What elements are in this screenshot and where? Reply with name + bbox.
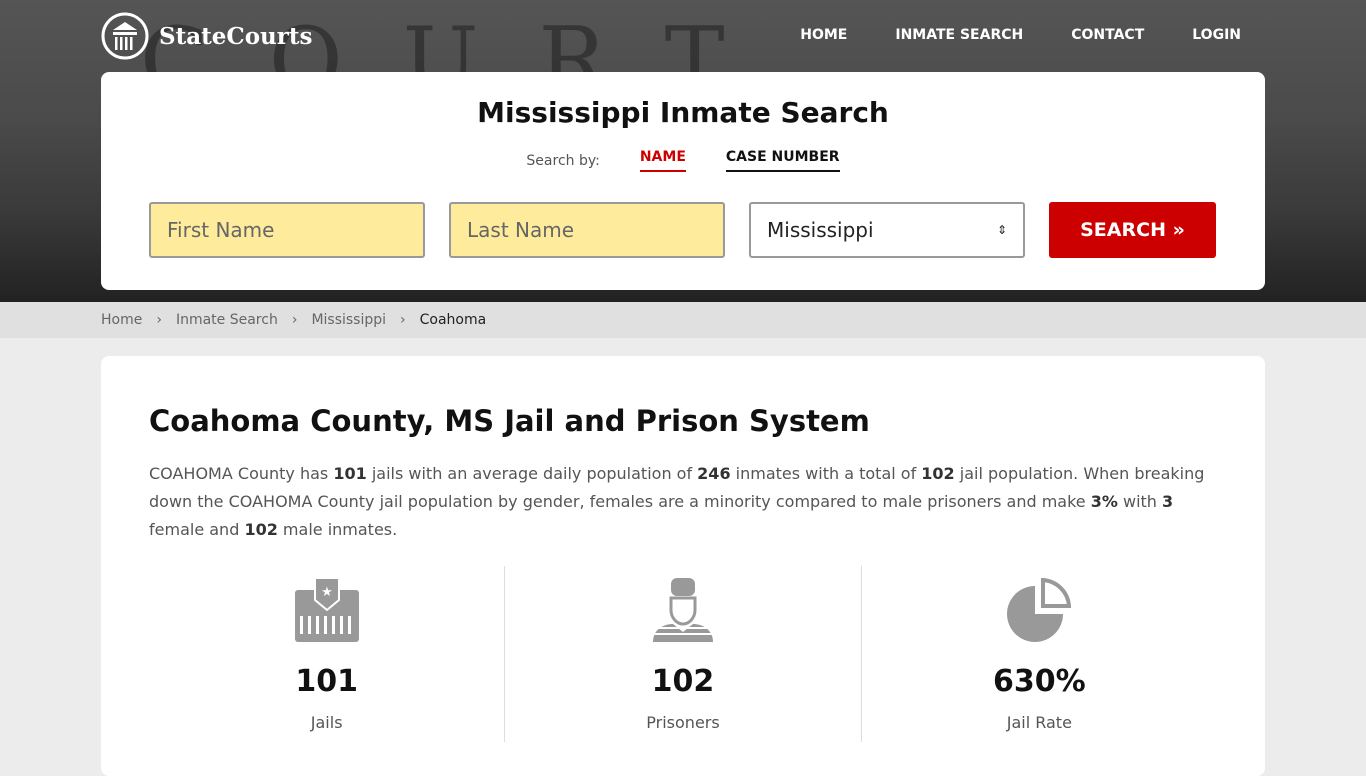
stat-value: 630% [992,664,1086,699]
pie-chart-icon [1007,577,1072,642]
stat-value: 102 [651,664,715,699]
state-value: Mississippi [767,218,874,242]
content-card: Coahoma County, MS Jail and Prison Syste… [101,356,1265,776]
page-title: Coahoma County, MS Jail and Prison Syste… [149,404,870,438]
stat-label: Jail Rate [1006,713,1072,732]
state-select[interactable]: Mississippi ⇕ [749,202,1025,258]
stat-jails: ★ 101 Jails [149,566,504,742]
jail-icon: ★ [294,577,359,642]
summary-paragraph: COAHOMA County has 101 jails with an ave… [149,464,1205,539]
stat-jail-rate: 630% Jail Rate [860,566,1217,742]
search-card: Mississippi Inmate Search Search by: NAM… [101,72,1265,290]
breadcrumb-mississippi[interactable]: Mississippi [311,312,387,328]
search-button[interactable]: SEARCH » [1049,202,1216,258]
breadcrumb-current: Coahoma [419,312,487,328]
select-arrows-icon: ⇕ [996,223,1007,237]
stat-value: 101 [295,664,358,699]
stat-label: Prisoners [646,713,720,732]
main-nav: HOME INMATE SEARCH CONTACT LOGIN [800,27,1241,43]
logo[interactable]: StateCourts [101,12,312,60]
courthouse-icon [101,12,149,60]
nav-contact[interactable]: CONTACT [1071,27,1145,43]
chevron-right-icon: › [291,312,298,328]
breadcrumb-home[interactable]: Home [101,312,143,328]
stat-prisoners: 102 Prisoners [504,566,860,742]
chevron-right-icon: › [400,312,406,328]
hero-banner: COURT HOUSE StateCourts HOME INMATE SEAR… [0,0,1366,302]
prisoner-icon [650,578,715,642]
svg-text:★: ★ [321,585,333,600]
search-title: Mississippi Inmate Search [477,96,889,129]
breadcrumb-inmate-search[interactable]: Inmate Search [175,312,278,328]
search-by-label: Search by: [526,152,600,169]
brand-name: StateCourts [159,22,313,50]
first-name-input[interactable]: First Name [149,202,425,258]
nav-login[interactable]: LOGIN [1192,27,1241,43]
stat-label: Jails [310,713,343,732]
nav-inmate-search[interactable]: INMATE SEARCH [895,27,1024,43]
breadcrumb: Home › Inmate Search › Mississippi › Coahom… [0,302,1366,338]
tab-name[interactable]: NAME [639,149,686,172]
last-name-input[interactable]: Last Name [449,202,725,258]
nav-home[interactable]: HOME [800,27,848,43]
tab-case-number[interactable]: CASE NUMBER [725,149,840,172]
chevron-right-icon: › [156,312,162,328]
